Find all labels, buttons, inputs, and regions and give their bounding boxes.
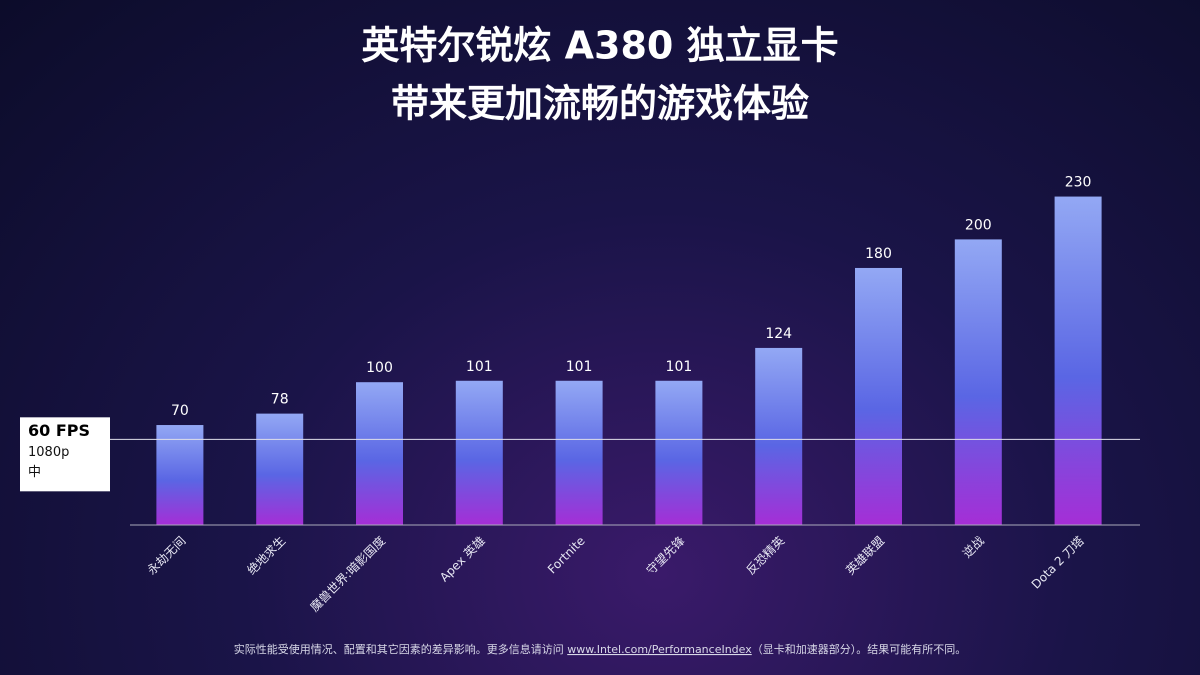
footnote: 实际性能受使用情况、配置和其它因素的差异影响。更多信息请访问 www.Intel… bbox=[234, 642, 967, 656]
bar bbox=[954, 239, 1002, 525]
footnote-link: www.Intel.com/PerformanceIndex bbox=[567, 643, 752, 656]
chart-title: 英特尔锐炫 A380 独立显卡 bbox=[361, 24, 838, 68]
bar bbox=[755, 347, 803, 525]
value-label: 101 bbox=[466, 359, 493, 375]
x-tick-label: 逆战 bbox=[959, 533, 987, 561]
bar bbox=[256, 413, 304, 525]
value-label: 124 bbox=[765, 326, 792, 342]
bar bbox=[455, 380, 503, 525]
bar bbox=[555, 380, 603, 525]
x-tick-label: 英雄联盟 bbox=[843, 533, 888, 578]
bar bbox=[156, 425, 204, 525]
value-label: 180 bbox=[865, 246, 892, 262]
x-tick-label: 守望先锋 bbox=[644, 534, 688, 578]
footnote-text: （显卡和加速器部分）。结果可能有所不同。 bbox=[752, 642, 967, 656]
bar bbox=[655, 380, 703, 525]
chart-title: 带来更加流畅的游戏体验 bbox=[391, 82, 809, 126]
value-label: 100 bbox=[366, 360, 393, 376]
x-tick-label: Apex 英雄 bbox=[436, 533, 488, 585]
x-tick-label: Fortnite bbox=[545, 534, 588, 577]
x-tick-label: 永劫无间 bbox=[145, 534, 189, 578]
x-tick-label: Dota 2 刀塔 bbox=[1029, 534, 1087, 592]
value-label: 101 bbox=[566, 359, 593, 375]
value-label: 78 bbox=[271, 392, 289, 408]
value-label: 230 bbox=[1065, 175, 1092, 191]
value-label: 101 bbox=[666, 359, 693, 375]
reference-box bbox=[20, 417, 110, 492]
reference-sublabel: 1080p bbox=[28, 445, 69, 460]
bar bbox=[356, 382, 403, 525]
reference-label: 60 FPS bbox=[28, 421, 90, 440]
bar bbox=[1054, 196, 1102, 525]
reference-sublabel: 中 bbox=[28, 465, 41, 480]
x-tick-label: 绝地求生 bbox=[244, 533, 289, 578]
x-tick-label: 反恐精英 bbox=[743, 534, 787, 578]
footnote-text: 实际性能受使用情况、配置和其它因素的差异影响。更多信息请访问 bbox=[234, 642, 568, 656]
value-label: 200 bbox=[965, 217, 992, 233]
bar bbox=[855, 267, 902, 525]
value-label: 70 bbox=[171, 403, 189, 419]
x-tick-label: 魔兽世界:暗影国度 bbox=[307, 533, 388, 614]
